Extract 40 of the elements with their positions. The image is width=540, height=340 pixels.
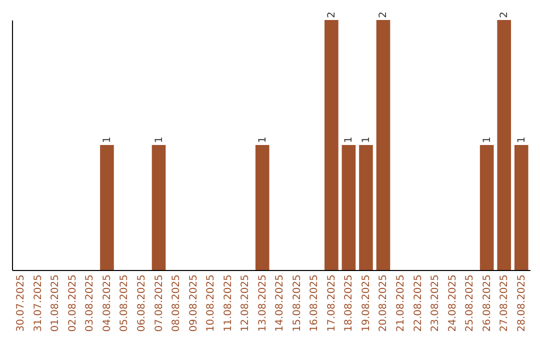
x-tick-label: 18.08.2025 xyxy=(344,274,355,332)
data-label: 1 xyxy=(257,136,268,143)
data-label: 1 xyxy=(154,136,165,143)
data-label: 1 xyxy=(482,136,493,143)
x-tick-label: 07.08.2025 xyxy=(154,274,165,332)
data-label: 1 xyxy=(344,136,355,143)
x-tick-label: 11.08.2025 xyxy=(222,274,234,332)
x-tick-label: 23.08.2025 xyxy=(430,274,442,332)
x-tick-label: 16.08.2025 xyxy=(309,274,320,332)
x-tick-label: 08.08.2025 xyxy=(171,274,182,332)
x-tick-label: 22.08.2025 xyxy=(412,274,424,332)
data-label: 1 xyxy=(360,136,372,143)
x-tick-label: 13.08.2025 xyxy=(257,274,268,332)
x-tick-label: 01.08.2025 xyxy=(50,274,62,332)
data-label: 2 xyxy=(326,12,338,18)
x-tick-label: 03.08.2025 xyxy=(84,274,96,332)
x-tick-label: 14.08.2025 xyxy=(274,274,286,332)
x-tick-label: 26.08.2025 xyxy=(482,274,493,332)
x-tick-label: 05.08.2025 xyxy=(119,274,130,332)
x-tick-label: 06.08.2025 xyxy=(136,274,148,332)
x-tick-label: 09.08.2025 xyxy=(188,274,200,332)
data-label: 2 xyxy=(378,12,390,18)
x-tick-label: 30.07.2025 xyxy=(16,274,27,332)
x-tick-label: 21.08.2025 xyxy=(396,274,406,332)
data-label: 2 xyxy=(499,12,510,18)
x-tick-label: 15.08.2025 xyxy=(292,274,303,332)
x-tick-label: 04.08.2025 xyxy=(102,274,113,332)
x-tick-label: 20.08.2025 xyxy=(378,274,390,332)
x-tick-label: 25.08.2025 xyxy=(464,274,476,332)
x-tick-label: 28.08.2025 xyxy=(516,274,528,332)
x-tick-label: 27.08.2025 xyxy=(499,274,510,332)
data-label: 1 xyxy=(102,136,113,143)
x-tick-label: 19.08.2025 xyxy=(360,274,372,332)
x-tick-label: 10.08.2025 xyxy=(206,274,217,332)
x-tick-label: 12.08.2025 xyxy=(240,274,252,332)
x-tick-label: 31.07.2025 xyxy=(32,274,44,332)
x-tick-label: 17.08.2025 xyxy=(326,274,338,332)
x-tick-label: 02.08.2025 xyxy=(67,274,78,332)
x-tick-label: 24.08.2025 xyxy=(447,274,458,332)
data-label: 1 xyxy=(516,136,528,143)
